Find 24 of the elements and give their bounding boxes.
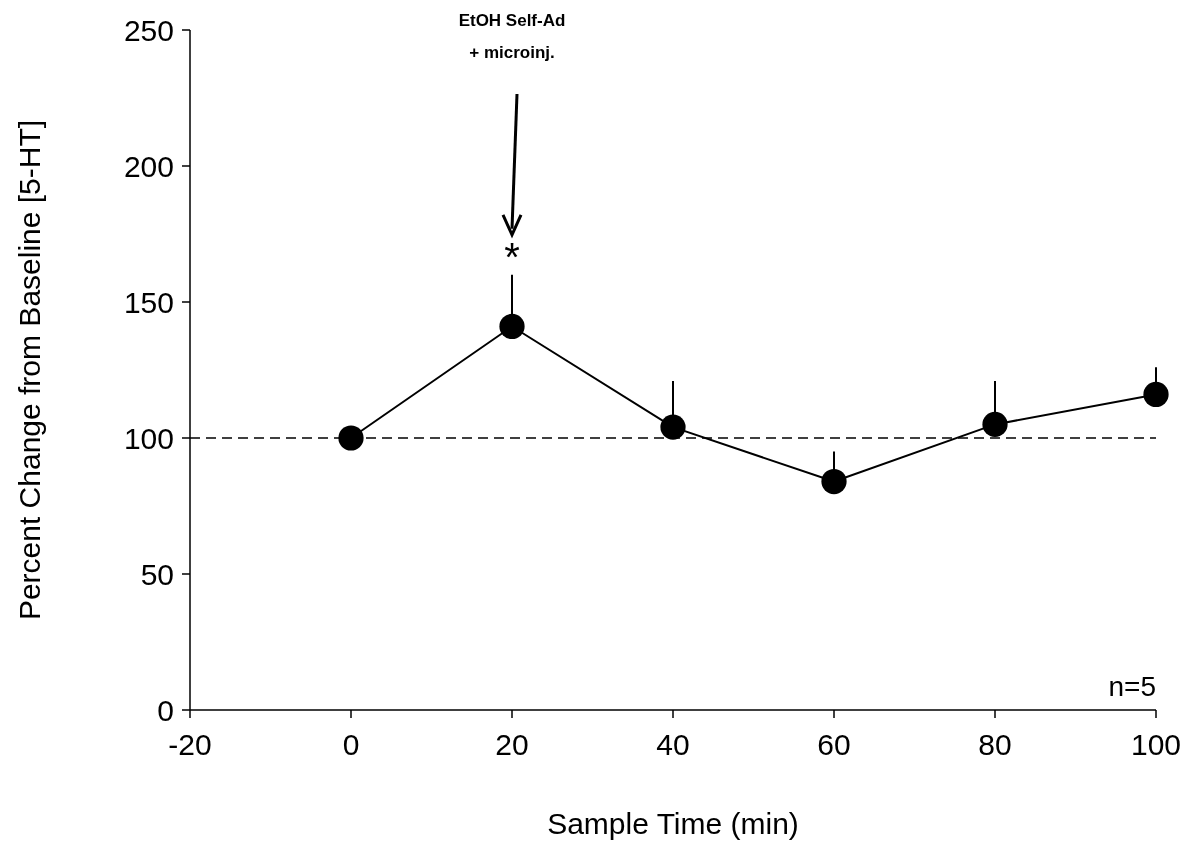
x-tick-label: -20: [168, 728, 212, 761]
x-axis-title: Sample Time (min): [547, 807, 799, 840]
x-tick-label: 40: [656, 728, 690, 761]
y-tick-label: 150: [123, 285, 174, 319]
y-tick-label: 200: [123, 149, 174, 183]
y-axis-title: Percent Change from Baseline [5-HT]: [13, 119, 46, 621]
x-tick-label: 80: [978, 728, 1012, 761]
x-tick-label: 100: [1130, 728, 1182, 761]
point: [660, 414, 686, 440]
y-tick-label: 250: [123, 13, 174, 47]
annotation: n=5: [1108, 671, 1156, 702]
point: [821, 468, 847, 495]
annotation: EtOH Self-Ad + microinj.: [458, 11, 566, 62]
x-tick-label: 20: [495, 728, 529, 761]
x-tick-label: 0: [342, 728, 360, 761]
point: [982, 411, 1008, 437]
point: [499, 313, 525, 340]
x-tick-label: 60: [817, 728, 851, 761]
point: [338, 425, 364, 451]
point: [1143, 381, 1169, 408]
y-tick-label: 50: [140, 557, 174, 591]
y-tick-label: 100: [123, 421, 174, 455]
y-tick-label: 0: [157, 693, 174, 727]
annotation: *: [504, 234, 520, 279]
